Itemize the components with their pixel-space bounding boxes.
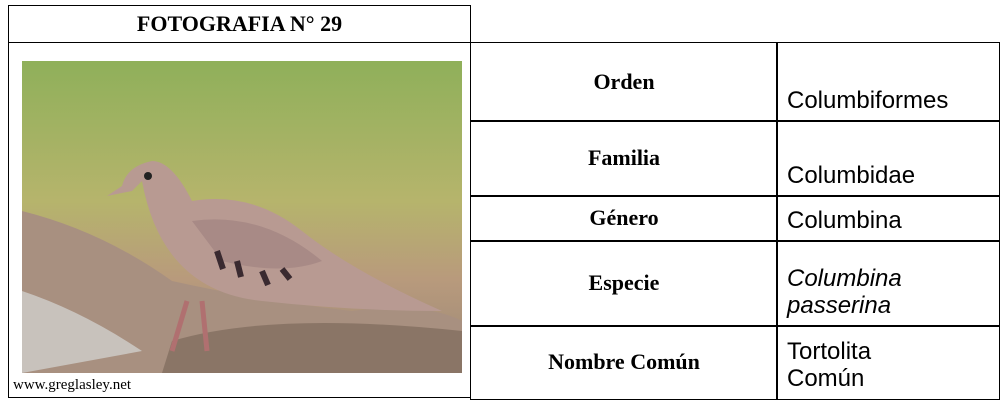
row-value-cell: Columbiformes (776, 42, 1000, 122)
row-value: Columbina passerina (787, 264, 902, 319)
row-value-cell: Columbina (776, 195, 1000, 242)
row-value: Columbiformes (787, 86, 949, 114)
row-label: Familia (470, 120, 778, 197)
row-label: Nombre Común (470, 325, 778, 400)
photo-title: FOTOGRAFIA N° 29 (8, 5, 471, 43)
row-value-cell: Columbidae (776, 120, 1000, 197)
row-value: Columbina (787, 206, 902, 234)
row-value-cell: Columbina passerina (776, 240, 1000, 327)
bird-photo (22, 61, 462, 373)
row-label: Orden (470, 42, 778, 122)
row-label: Género (470, 195, 778, 242)
photo-cell: www.greglasley.net (8, 42, 471, 398)
photo-credit: www.greglasley.net (13, 377, 132, 393)
row-value: Columbidae (787, 161, 916, 189)
row-value-cell: Tortolita Común (776, 325, 1000, 400)
row-value: Tortolita Común (787, 337, 872, 392)
row-label: Especie (470, 240, 778, 327)
